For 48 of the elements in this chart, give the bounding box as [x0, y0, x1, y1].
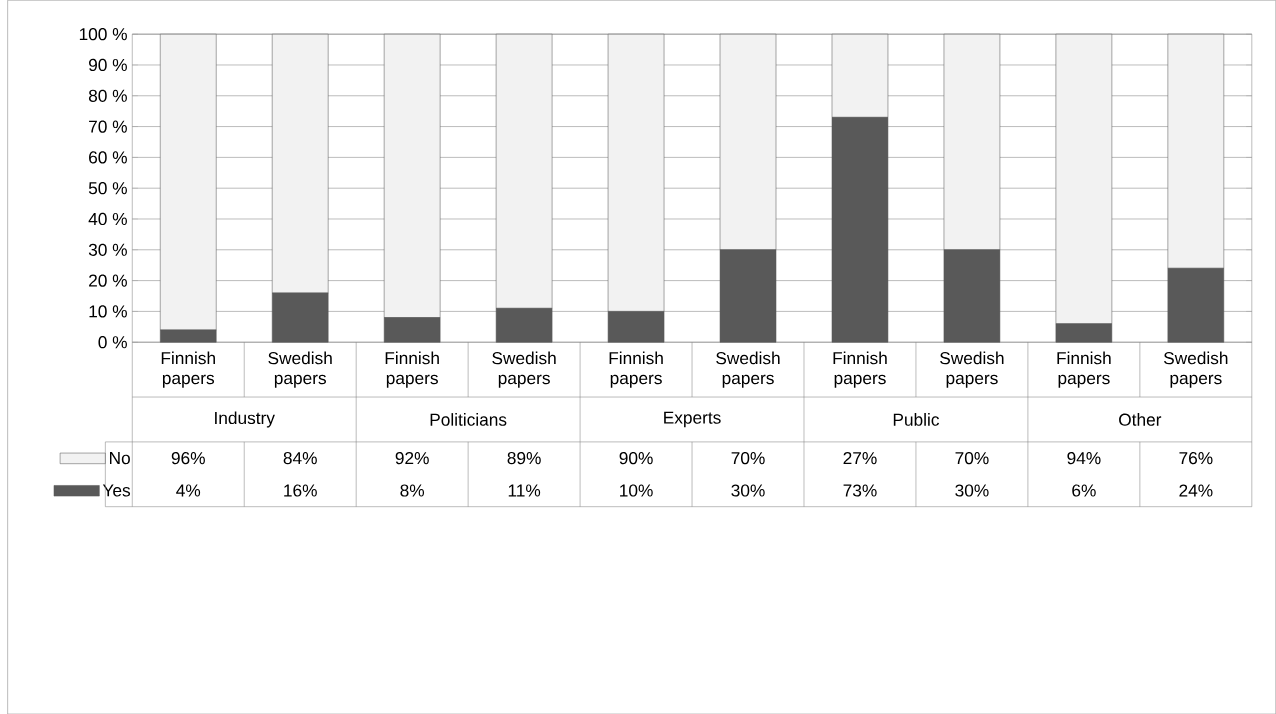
data-label: 73% — [843, 484, 877, 497]
text: Public — [893, 412, 940, 426]
y-tick-label: 60 % — [89, 151, 127, 164]
y-tick-label: 10 % — [89, 305, 127, 318]
text: Industry — [215, 411, 275, 428]
text: Other — [1119, 412, 1162, 426]
data-label: 90% — [619, 451, 653, 465]
data-label: 11% — [508, 484, 541, 497]
data-label: 8% — [400, 484, 425, 497]
x-tick-label: Finnish papers — [161, 351, 215, 388]
x-tick-label: Swedish papers — [716, 351, 780, 388]
data-label: 76% — [1179, 451, 1213, 465]
data-label: 70% — [731, 451, 765, 465]
data-label: 16% — [284, 484, 317, 497]
x-tick-label: Finnish papers — [833, 351, 887, 388]
data-label: 27% — [843, 451, 877, 465]
y-tick-label: 70 % — [89, 120, 127, 133]
x-tick-label: Finnish papers — [1057, 351, 1111, 388]
data-label: 6% — [1072, 484, 1096, 497]
y-tick-label: 100 % — [79, 27, 127, 41]
x-tick-label: Swedish papers — [492, 351, 556, 388]
data-label: 30% — [731, 484, 765, 497]
y-tick-label: 20 % — [89, 274, 127, 287]
data-label: 4% — [176, 484, 201, 497]
data-label: 84% — [283, 451, 317, 465]
x-tick-label: Swedish papers — [1163, 351, 1228, 388]
data-label: 94% — [1067, 451, 1101, 465]
text: Experts — [664, 411, 721, 428]
x-tick-label: Finnish papers — [609, 351, 663, 388]
x-tick-label: Finnish papers — [385, 351, 439, 388]
data-label: 96% — [171, 451, 205, 465]
y-tick-label: 50 % — [88, 181, 127, 195]
data-label: 89% — [507, 451, 541, 465]
y-tick-label: 90 % — [89, 58, 127, 71]
y-tick-label: 30 % — [88, 243, 127, 256]
x-tick-label: Swedish papers — [940, 351, 1004, 388]
data-label: 70% — [955, 451, 989, 465]
y-tick-label: 40 % — [88, 212, 127, 225]
data-label: 24% — [1179, 484, 1213, 497]
legend-label: Yes — [102, 484, 131, 497]
legend-label: No — [110, 451, 130, 464]
x-tick-label: Swedish papers — [268, 351, 332, 388]
data-label: 30% — [955, 484, 989, 497]
y-tick-label: 0 % — [98, 335, 127, 349]
y-tick-label: 80 % — [88, 89, 127, 102]
text: Politicians — [430, 412, 507, 426]
data-label: 10% — [620, 484, 653, 497]
data-label: 92% — [395, 451, 429, 465]
